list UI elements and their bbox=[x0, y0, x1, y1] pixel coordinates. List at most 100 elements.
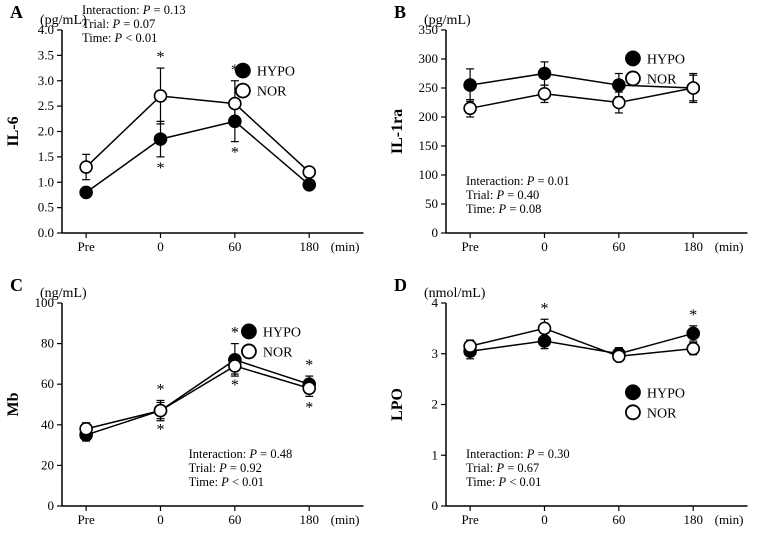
ytick-label: 1.0 bbox=[38, 174, 54, 189]
data-marker-NOR bbox=[303, 166, 315, 178]
sig-star: * bbox=[231, 145, 239, 162]
legend-label: NOR bbox=[646, 72, 676, 87]
y-axis-label: Mb bbox=[5, 392, 22, 416]
sig-star: * bbox=[156, 160, 164, 177]
legend-marker-HYPO bbox=[625, 51, 639, 65]
data-marker-NOR bbox=[612, 97, 624, 109]
data-marker-NOR bbox=[80, 161, 92, 173]
data-marker-NOR bbox=[464, 102, 476, 114]
ytick-label: 3 bbox=[431, 346, 438, 361]
ytick-label: 0.0 bbox=[38, 225, 54, 240]
x-axis-unit: (min) bbox=[331, 512, 360, 527]
panel-C: 020406080100Pre060180(min)******(ng/mL)C… bbox=[0, 273, 384, 546]
panel-letter: D bbox=[394, 275, 407, 295]
data-marker-NOR bbox=[80, 423, 92, 435]
x-axis-unit: (min) bbox=[714, 512, 743, 527]
ytick-label: 60 bbox=[41, 376, 54, 391]
legend-marker-NOR bbox=[242, 344, 256, 358]
data-marker-HYPO bbox=[80, 186, 92, 198]
data-marker-HYPO bbox=[687, 327, 699, 339]
ytick-label: 3.0 bbox=[38, 73, 54, 88]
xtick-label: 180 bbox=[683, 239, 703, 254]
panel-letter: B bbox=[394, 2, 406, 22]
legend-marker-HYPO bbox=[236, 64, 250, 78]
data-marker-NOR bbox=[687, 82, 699, 94]
sig-star: * bbox=[305, 399, 313, 416]
stats-line: Interaction: P = 0.48 bbox=[189, 447, 293, 461]
x-axis-unit: (min) bbox=[331, 239, 360, 254]
ytick-label: 100 bbox=[418, 167, 438, 182]
panel-A: 0.00.51.01.52.02.53.03.54.0Pre060180(min… bbox=[0, 0, 384, 273]
stats-line: Time: P < 0.01 bbox=[189, 475, 264, 489]
panel-B: 050100150200250300350Pre060180(min)(pg/m… bbox=[384, 0, 767, 273]
series-line-NOR bbox=[470, 88, 693, 108]
ytick-label: 0 bbox=[431, 225, 438, 240]
data-marker-NOR bbox=[303, 382, 315, 394]
stats-line: Time: P = 0.08 bbox=[466, 202, 541, 216]
data-marker-NOR bbox=[154, 405, 166, 417]
ytick-label: 200 bbox=[418, 109, 438, 124]
ytick-label: 80 bbox=[41, 336, 54, 351]
xtick-label: Pre bbox=[461, 512, 479, 527]
ytick-label: 0.5 bbox=[38, 200, 54, 215]
data-marker-NOR bbox=[154, 90, 166, 102]
ytick-label: 3.5 bbox=[38, 47, 54, 62]
data-marker-NOR bbox=[229, 360, 241, 372]
ytick-label: 40 bbox=[41, 417, 54, 432]
xtick-label: 180 bbox=[299, 239, 319, 254]
sig-star: * bbox=[156, 381, 164, 398]
legend-label: HYPO bbox=[646, 52, 684, 67]
ytick-label: 1.5 bbox=[38, 149, 54, 164]
data-marker-HYPO bbox=[464, 79, 476, 91]
unit-label: (ng/mL) bbox=[40, 286, 87, 301]
ytick-label: 0 bbox=[431, 498, 438, 513]
sig-star: * bbox=[156, 49, 164, 66]
panel-D: 01234Pre060180(min)**(nmol/mL)DLPOIntera… bbox=[384, 273, 767, 546]
data-marker-NOR bbox=[687, 343, 699, 355]
data-marker-HYPO bbox=[303, 179, 315, 191]
sig-star: * bbox=[305, 357, 313, 374]
legend-label: HYPO bbox=[646, 386, 684, 401]
y-axis-label: IL-6 bbox=[5, 116, 22, 146]
data-marker-HYPO bbox=[612, 79, 624, 91]
legend-marker-NOR bbox=[236, 84, 250, 98]
y-axis-label: IL-1ra bbox=[389, 109, 406, 154]
series-line-NOR bbox=[86, 366, 309, 429]
ytick-label: 250 bbox=[418, 80, 438, 95]
data-marker-HYPO bbox=[538, 68, 550, 80]
panel-letter: A bbox=[10, 2, 23, 22]
stats-line: Time: P < 0.01 bbox=[82, 31, 157, 45]
xtick-label: 0 bbox=[157, 512, 164, 527]
xtick-label: 60 bbox=[228, 239, 241, 254]
data-marker-NOR bbox=[464, 340, 476, 352]
series-line-HYPO bbox=[470, 333, 693, 353]
legend-marker-NOR bbox=[625, 405, 639, 419]
legend-marker-NOR bbox=[625, 71, 639, 85]
stats-line: Interaction: P = 0.01 bbox=[466, 174, 570, 188]
sig-star: * bbox=[231, 325, 239, 342]
xtick-label: 0 bbox=[157, 239, 164, 254]
legend-label: NOR bbox=[263, 345, 293, 360]
xtick-label: Pre bbox=[77, 512, 95, 527]
data-marker-HYPO bbox=[154, 133, 166, 145]
series-line-HYPO bbox=[86, 121, 309, 192]
legend-label: HYPO bbox=[263, 325, 301, 340]
legend-label: NOR bbox=[646, 406, 676, 421]
sig-star: * bbox=[231, 377, 239, 394]
ytick-label: 50 bbox=[425, 196, 438, 211]
xtick-label: 180 bbox=[299, 512, 319, 527]
xtick-label: 0 bbox=[541, 512, 548, 527]
xtick-label: 0 bbox=[541, 239, 548, 254]
unit-label: (pg/mL) bbox=[40, 13, 87, 28]
sig-star: * bbox=[540, 300, 548, 317]
xtick-label: 60 bbox=[612, 512, 625, 527]
ytick-label: 2.0 bbox=[38, 124, 54, 139]
data-marker-NOR bbox=[538, 88, 550, 100]
ytick-label: 1 bbox=[431, 447, 438, 462]
unit-label: (nmol/mL) bbox=[424, 286, 486, 301]
stats-line: Trial: P = 0.07 bbox=[82, 17, 155, 31]
xtick-label: Pre bbox=[461, 239, 479, 254]
stats-line: Interaction: P = 0.30 bbox=[466, 447, 570, 461]
legend-label: NOR bbox=[257, 85, 287, 100]
sig-star: * bbox=[689, 307, 697, 324]
